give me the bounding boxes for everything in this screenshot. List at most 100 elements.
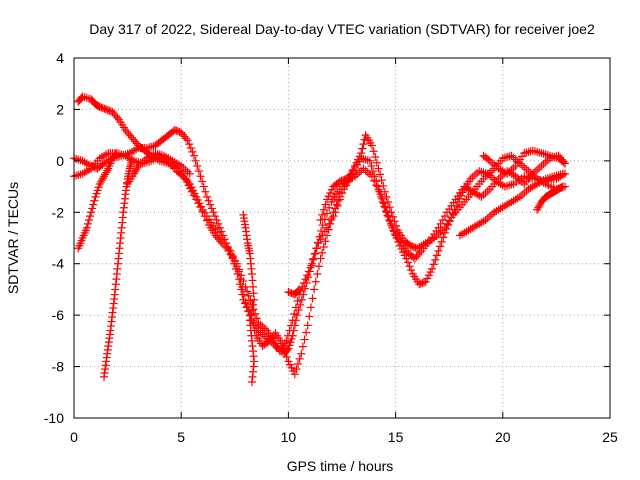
data-point (260, 324, 269, 333)
data-point (373, 182, 382, 191)
data-point (198, 177, 207, 186)
x-tick-label: 5 (177, 429, 185, 445)
data-point (311, 249, 320, 258)
data-point (436, 242, 445, 251)
data-point (285, 326, 294, 335)
data-point (438, 216, 447, 224)
data-point (202, 192, 211, 201)
data-point (522, 148, 531, 157)
data-point (182, 134, 191, 143)
data-point (558, 169, 567, 178)
data-point (193, 162, 202, 170)
data-point (247, 378, 256, 386)
chart-title: Day 317 of 2022, Sidereal Day-to-day VTE… (89, 21, 595, 37)
data-point (113, 113, 122, 122)
data-point (347, 171, 356, 179)
data-point (558, 182, 567, 191)
data-point (402, 254, 411, 263)
data-point (378, 198, 387, 206)
data-point (299, 279, 308, 287)
data-point (369, 147, 378, 156)
series-track-a (74, 92, 569, 358)
data-point (88, 204, 97, 213)
y-tick-label: -2 (52, 204, 65, 220)
series-track-h (284, 285, 304, 299)
data-point (293, 297, 302, 305)
data-point (332, 200, 341, 209)
data-point (385, 216, 394, 224)
series-track-c (70, 149, 569, 356)
series-track-d (74, 149, 121, 253)
data-point (190, 151, 199, 160)
data-point (473, 169, 482, 178)
data-point (431, 255, 440, 264)
series-track-g (239, 210, 259, 386)
data-point (533, 147, 542, 156)
data-point (72, 171, 81, 180)
data-point (85, 216, 94, 224)
x-tick-label: 15 (388, 429, 404, 445)
data-point (359, 140, 368, 149)
data-point (437, 237, 446, 246)
data-point (301, 275, 310, 284)
data-point (415, 248, 424, 257)
data-point (348, 169, 357, 178)
data-point (112, 149, 121, 158)
data-point (557, 183, 566, 192)
data-point (186, 144, 195, 152)
data-point (475, 167, 484, 176)
data-point (302, 328, 311, 337)
data-point (507, 151, 516, 160)
data-point (379, 181, 388, 190)
data-point (503, 181, 512, 190)
data-point (239, 295, 248, 304)
data-point (206, 200, 215, 209)
data-point (238, 290, 247, 299)
data-point (294, 360, 303, 368)
data-point (191, 156, 200, 165)
data-point (371, 153, 380, 161)
data-point (383, 211, 392, 220)
data-point (185, 140, 194, 149)
data-point (365, 156, 374, 165)
data-point (83, 219, 92, 228)
data-point (250, 295, 259, 304)
y-tick-label: -6 (52, 307, 65, 323)
data-point (303, 321, 312, 330)
data-point (559, 158, 568, 167)
data-point (184, 178, 193, 187)
data-point (359, 164, 368, 173)
series-track-k (479, 146, 569, 178)
data-point (372, 158, 381, 167)
data-point (522, 165, 531, 174)
data-point (524, 147, 533, 156)
data-point (535, 148, 544, 157)
data-point (321, 200, 330, 209)
series-track-i (316, 169, 357, 224)
data-point (372, 177, 381, 186)
series-track-e (100, 156, 136, 381)
data-point (367, 162, 376, 170)
data-point (103, 166, 112, 175)
data-point (295, 354, 304, 363)
data-point (541, 158, 550, 167)
data-point (389, 227, 398, 236)
x-tick-label: 10 (281, 429, 297, 445)
data-point (392, 221, 401, 230)
grid (74, 58, 610, 418)
data-point (297, 295, 306, 304)
data-point (485, 212, 494, 221)
data-point (295, 285, 304, 294)
data-point (283, 331, 292, 340)
y-tick-label: -8 (52, 359, 65, 375)
y-tick-label: 4 (56, 50, 64, 66)
data-point (377, 176, 386, 185)
data-point (370, 172, 379, 181)
x-tick-label: 25 (602, 429, 618, 445)
data-point (194, 167, 203, 176)
y-axis-label: SDTVAR / TECUs (5, 182, 21, 294)
data-point (304, 267, 313, 276)
data-point (385, 203, 394, 212)
data-point (212, 216, 221, 224)
